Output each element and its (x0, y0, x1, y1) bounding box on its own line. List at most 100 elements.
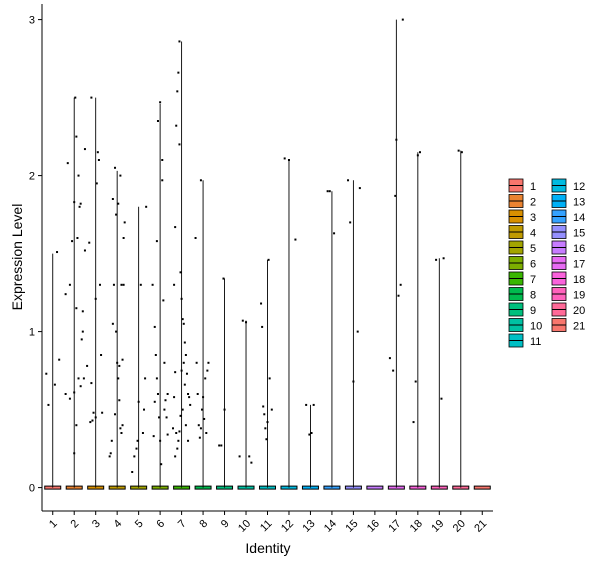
data-point-6-7 (159, 439, 162, 442)
data-point-20-0 (457, 149, 460, 152)
x-tick-label-16: 16 (365, 518, 382, 535)
legend-label-3: 3 (530, 212, 536, 224)
legend-label-5: 5 (530, 243, 536, 255)
data-point-1-5 (64, 393, 67, 395)
data-point-5-9 (136, 439, 139, 442)
data-point-15-1 (349, 221, 352, 224)
legend-label-6: 6 (530, 259, 536, 271)
data-point-4-13 (122, 237, 125, 239)
data-point-7-17 (181, 408, 184, 411)
data-point-7-8 (180, 297, 183, 300)
data-point-7-21 (176, 447, 179, 450)
data-point-7-18 (179, 414, 182, 417)
data-point-13-0 (305, 403, 308, 406)
x-tick-label-1: 1 (47, 518, 60, 531)
data-point-3-3 (94, 297, 97, 300)
data-point-4-4 (114, 166, 117, 169)
data-point-8-10 (207, 361, 210, 364)
data-point-6-2 (153, 400, 156, 403)
legend-label-15: 15 (573, 228, 585, 240)
data-point-4-6 (115, 330, 118, 333)
y-tick-label-0: 0 (29, 483, 35, 495)
x-tick-label-18: 18 (408, 518, 425, 535)
data-point-8-5 (199, 427, 202, 430)
data-point-5-3 (137, 400, 140, 403)
data-point-9-3 (222, 277, 225, 280)
data-point-6-6 (158, 416, 161, 419)
data-point-2-15 (90, 382, 93, 385)
data-point-2-8 (83, 249, 86, 252)
x-tick-label-9: 9 (219, 518, 232, 531)
legend-label-17: 17 (573, 259, 585, 271)
data-point-17-0 (388, 357, 391, 360)
x-tick-label-8: 8 (197, 518, 210, 531)
data-point-6-21 (166, 393, 169, 395)
data-point-2-6 (77, 174, 80, 177)
data-point-2-7 (79, 202, 82, 205)
data-point-4-8 (117, 377, 120, 380)
legend-label-13: 13 (573, 197, 585, 209)
legend-label-20: 20 (573, 305, 585, 317)
data-point-9-2 (223, 408, 226, 411)
data-point-14-0 (326, 190, 329, 193)
x-tick-label-13: 13 (300, 518, 317, 535)
violin-body-16 (366, 485, 384, 490)
x-tick-label-21: 21 (472, 518, 489, 535)
data-point-4-0 (108, 455, 111, 458)
x-axis-label: Identity (245, 540, 290, 556)
data-point-5-1 (133, 455, 136, 458)
data-point-3-5 (96, 151, 99, 154)
data-point-7-10 (182, 322, 185, 325)
data-point-3-7 (98, 283, 101, 286)
data-point-7-5 (177, 71, 180, 74)
data-point-7-23 (174, 371, 177, 374)
data-point-6-4 (155, 377, 158, 380)
data-point-4-17 (120, 283, 123, 286)
data-point-4-11 (120, 432, 123, 434)
data-point-6-9 (161, 179, 164, 182)
data-point-11-3 (263, 413, 266, 416)
data-point-11-2 (262, 405, 265, 408)
data-point-7-20 (177, 439, 180, 442)
data-point-8-11 (205, 432, 208, 434)
y-tick-label-3: 3 (29, 15, 35, 27)
data-point-2-21 (82, 377, 85, 380)
data-point-17-4 (397, 294, 400, 297)
data-point-7-26 (184, 424, 187, 427)
data-point-4-20 (119, 174, 122, 177)
data-point-4-2 (110, 439, 113, 442)
legend-label-14: 14 (573, 212, 585, 224)
data-point-18-1 (414, 380, 417, 383)
data-point-2-17 (83, 148, 86, 151)
data-point-4-18 (114, 413, 117, 416)
data-point-6-18 (155, 240, 158, 243)
data-point-2-22 (78, 205, 81, 208)
data-point-20-1 (460, 151, 463, 154)
data-point-5-6 (144, 377, 147, 380)
data-point-10-3 (248, 455, 251, 458)
data-point-8-9 (206, 369, 209, 372)
data-point-11-6 (266, 421, 269, 424)
data-point-4-21 (122, 283, 125, 286)
data-point-6-1 (152, 435, 155, 438)
data-point-6-10 (162, 299, 165, 302)
data-point-11-8 (268, 377, 271, 380)
legend-label-9: 9 (530, 305, 536, 317)
data-point-7-16 (189, 403, 192, 406)
x-tick-label-3: 3 (90, 518, 103, 531)
data-point-15-4 (358, 187, 361, 190)
x-tick-label-5: 5 (133, 518, 146, 531)
data-point-7-12 (184, 354, 187, 356)
x-tick-label-19: 19 (429, 518, 446, 535)
data-point-14-1 (328, 190, 331, 193)
data-point-2-20 (80, 338, 83, 341)
data-point-7-13 (185, 372, 188, 375)
data-point-5-4 (139, 283, 142, 286)
data-point-12-0 (283, 157, 286, 160)
data-point-6-12 (164, 399, 167, 402)
data-point-6-15 (156, 120, 159, 122)
data-point-6-14 (166, 433, 169, 436)
legend-label-19: 19 (573, 290, 585, 302)
data-point-7-2 (174, 226, 177, 229)
